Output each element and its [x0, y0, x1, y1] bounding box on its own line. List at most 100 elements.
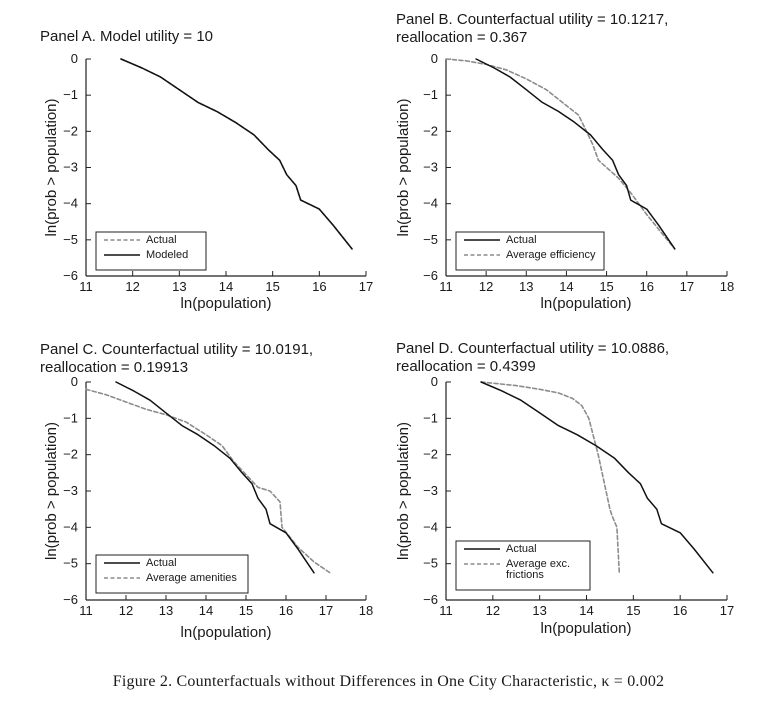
panel-title: Panel C. Counterfactual utility = 10.019… [40, 341, 313, 358]
x-tick-label: 17 [720, 603, 734, 618]
panel-b: Panel B. Counterfactual utility = 10.121… [395, 11, 734, 312]
legend-label: Average amenities [146, 572, 237, 584]
series-line-actual [480, 381, 714, 574]
legend-box [95, 554, 249, 594]
x-tick-label: 16 [312, 279, 326, 294]
series-line-actual [120, 58, 353, 250]
y-tick-label: −3 [423, 483, 438, 498]
x-tick-label: 12 [119, 603, 133, 618]
legend-label: Actual [146, 557, 177, 569]
x-tick-label: 12 [479, 279, 493, 294]
x-tick-label: 17 [680, 279, 694, 294]
y-tick-label: 0 [71, 374, 78, 389]
panel-title: reallocation = 0.367 [396, 29, 527, 46]
x-tick-label: 13 [172, 279, 186, 294]
x-tick-label: 16 [639, 279, 653, 294]
legend-label: Average efficiency [506, 249, 596, 261]
y-tick-label: 0 [71, 51, 78, 66]
legend-label: frictions [506, 569, 544, 581]
y-tick-label: −4 [63, 196, 78, 211]
x-tick-label: 17 [359, 279, 373, 294]
y-tick-label: −5 [63, 556, 78, 571]
legend-label: Actual [506, 543, 537, 555]
panel-title: reallocation = 0.19913 [40, 359, 188, 376]
series-line-actual [115, 381, 315, 574]
x-tick-label: 12 [125, 279, 139, 294]
panel-title: Panel D. Counterfactual utility = 10.088… [396, 340, 669, 357]
x-tick-label: 14 [579, 603, 593, 618]
panel-c: Panel C. Counterfactual utility = 10.019… [40, 341, 373, 641]
x-axis-label: ln(population) [181, 624, 272, 641]
series-line-average-amenities [85, 388, 331, 574]
y-tick-label: −4 [423, 519, 438, 534]
legend: Actual Average exc.frictions [455, 540, 591, 591]
x-tick-label: 15 [239, 603, 253, 618]
y-tick-label: −1 [423, 410, 438, 425]
y-tick-label: −4 [423, 196, 438, 211]
x-axis-label: ln(population) [541, 295, 632, 312]
x-tick-label: 14 [559, 279, 573, 294]
x-tick-label: 16 [673, 603, 687, 618]
x-tick-label: 18 [359, 603, 373, 618]
legend: Actual Average efficiency [455, 231, 605, 271]
series-line-average-exc-frictions [480, 381, 621, 574]
y-tick-label: −1 [423, 87, 438, 102]
y-tick-label: −3 [63, 483, 78, 498]
panel-title: reallocation = 0.4399 [396, 358, 536, 375]
y-tick-label: −5 [63, 232, 78, 247]
series-line-average-efficiency [445, 58, 676, 250]
y-tick-label: −3 [423, 160, 438, 175]
x-axis-label: ln(population) [181, 295, 272, 312]
y-tick-label: −2 [423, 123, 438, 138]
legend: Actual Average amenities [95, 554, 249, 594]
x-tick-label: 15 [626, 603, 640, 618]
y-axis-label: ln(prob > population) [43, 98, 60, 236]
y-tick-label: −2 [423, 447, 438, 462]
x-tick-label: 13 [532, 603, 546, 618]
panel-title: Panel B. Counterfactual utility = 10.121… [396, 11, 668, 28]
y-tick-label: −2 [63, 123, 78, 138]
y-axis-label: ln(prob > population) [395, 98, 412, 236]
x-tick-label: 12 [486, 603, 500, 618]
y-tick-label: −1 [63, 410, 78, 425]
y-tick-label: −6 [63, 592, 78, 607]
x-tick-label: 14 [219, 279, 233, 294]
figure-caption: Figure 2. Counterfactuals without Differ… [112, 673, 665, 690]
y-tick-label: −6 [423, 268, 438, 283]
y-tick-label: 0 [431, 374, 438, 389]
x-tick-label: 11 [439, 279, 453, 294]
y-tick-label: −6 [63, 268, 78, 283]
legend-label: Actual [146, 234, 177, 246]
legend-box [455, 231, 605, 271]
y-tick-label: −4 [63, 519, 78, 534]
x-tick-label: 11 [79, 603, 93, 618]
x-tick-label: 17 [319, 603, 333, 618]
legend-box [95, 231, 207, 271]
legend-label: Actual [506, 234, 537, 246]
x-tick-label: 15 [599, 279, 613, 294]
y-tick-label: 0 [431, 51, 438, 66]
y-tick-label: −3 [63, 160, 78, 175]
legend-label: Modeled [146, 249, 188, 261]
x-tick-label: 11 [79, 279, 93, 294]
y-tick-label: −2 [63, 447, 78, 462]
series-line-modeled [120, 58, 353, 250]
x-axis-label: ln(population) [541, 620, 632, 637]
panel-title: Panel A. Model utility = 10 [40, 28, 213, 45]
x-tick-label: 18 [720, 279, 734, 294]
x-tick-label: 13 [519, 279, 533, 294]
legend: Actual Modeled [95, 231, 207, 271]
panel-d: Panel D. Counterfactual utility = 10.088… [395, 340, 734, 637]
y-tick-label: −1 [63, 87, 78, 102]
y-tick-label: −5 [423, 232, 438, 247]
x-tick-label: 11 [439, 603, 453, 618]
y-axis-label: ln(prob > population) [43, 422, 60, 560]
x-tick-label: 15 [265, 279, 279, 294]
x-tick-label: 14 [199, 603, 213, 618]
x-tick-label: 16 [279, 603, 293, 618]
x-tick-label: 13 [159, 603, 173, 618]
series-line-actual [475, 58, 676, 250]
y-tick-label: −5 [423, 556, 438, 571]
panel-a: Panel A. Model utility = 10 0 −1 −2 −3 −4 −5 −6… [40, 28, 373, 312]
